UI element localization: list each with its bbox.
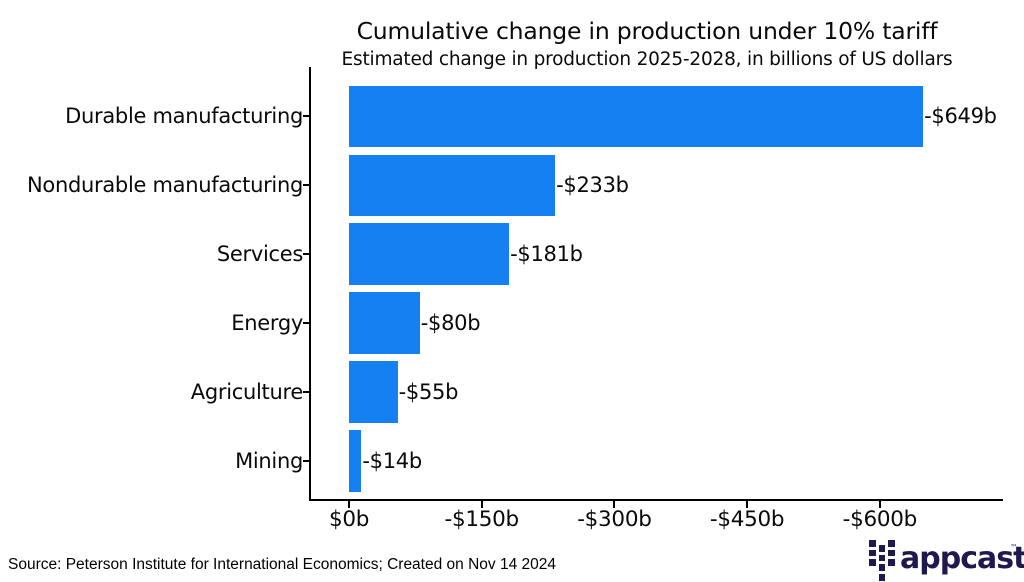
bar-value-label: -$233b xyxy=(556,173,629,198)
bar xyxy=(349,154,556,216)
logo-square xyxy=(878,573,886,581)
logo-square xyxy=(888,540,896,547)
logo-square xyxy=(878,554,886,562)
chart-subtitle: Estimated change in production 2025-2028… xyxy=(341,49,953,70)
trademark-symbol: ™ xyxy=(1010,543,1018,552)
y-axis-tick xyxy=(303,459,310,462)
appcast-logo-text: appcast xyxy=(900,541,1024,576)
bar-value-label: -$80b xyxy=(420,311,481,336)
logo-square xyxy=(869,549,876,557)
x-axis-tick xyxy=(878,501,881,508)
bar-value-label: -$55b xyxy=(398,379,459,404)
logo-square xyxy=(869,559,876,567)
logo-square xyxy=(869,540,876,547)
category-label: Energy xyxy=(231,311,303,336)
x-axis-tick-label: $0b xyxy=(328,507,370,532)
x-axis-tick-label: -$150b xyxy=(444,507,520,532)
x-axis-line xyxy=(309,499,1003,501)
bar xyxy=(349,85,924,148)
bar-value-label: -$14b xyxy=(362,448,422,473)
bar xyxy=(349,430,362,492)
chart-title: Cumulative change in production under 10… xyxy=(356,17,938,45)
y-axis-tick xyxy=(303,253,310,256)
y-axis-tick xyxy=(303,184,310,187)
x-axis-tick xyxy=(480,501,483,508)
logo-square xyxy=(878,564,886,572)
y-axis-line xyxy=(309,67,311,501)
x-axis-tick xyxy=(613,501,616,508)
y-axis-tick xyxy=(303,115,310,118)
logo-square xyxy=(888,549,896,557)
x-axis-tick xyxy=(348,501,350,508)
logo-square xyxy=(878,544,886,552)
bar-value-label: -$649b xyxy=(924,104,997,129)
category-label: Durable manufacturing xyxy=(65,104,303,129)
x-axis-tick xyxy=(746,501,749,508)
y-axis-tick xyxy=(303,322,310,325)
category-label: Nondurable manufacturing xyxy=(27,173,303,198)
logo-square xyxy=(888,559,896,567)
bar xyxy=(349,361,398,423)
x-axis-tick-label: -$450b xyxy=(709,507,785,532)
y-axis-tick xyxy=(303,390,310,393)
category-label: Mining xyxy=(235,448,303,473)
category-label: Services xyxy=(216,242,303,267)
bar-value-label: -$181b xyxy=(510,242,583,267)
category-label: Agriculture xyxy=(190,379,304,404)
x-axis-tick-label: -$600b xyxy=(842,507,918,532)
source-note: Source: Peterson Institute for Internati… xyxy=(8,556,556,573)
bar xyxy=(349,292,420,354)
x-axis-tick-label: -$300b xyxy=(577,507,652,532)
appcast-logo: appcast ™ xyxy=(866,537,1024,582)
appcast-grid-icon xyxy=(869,540,896,581)
bar xyxy=(349,223,510,285)
